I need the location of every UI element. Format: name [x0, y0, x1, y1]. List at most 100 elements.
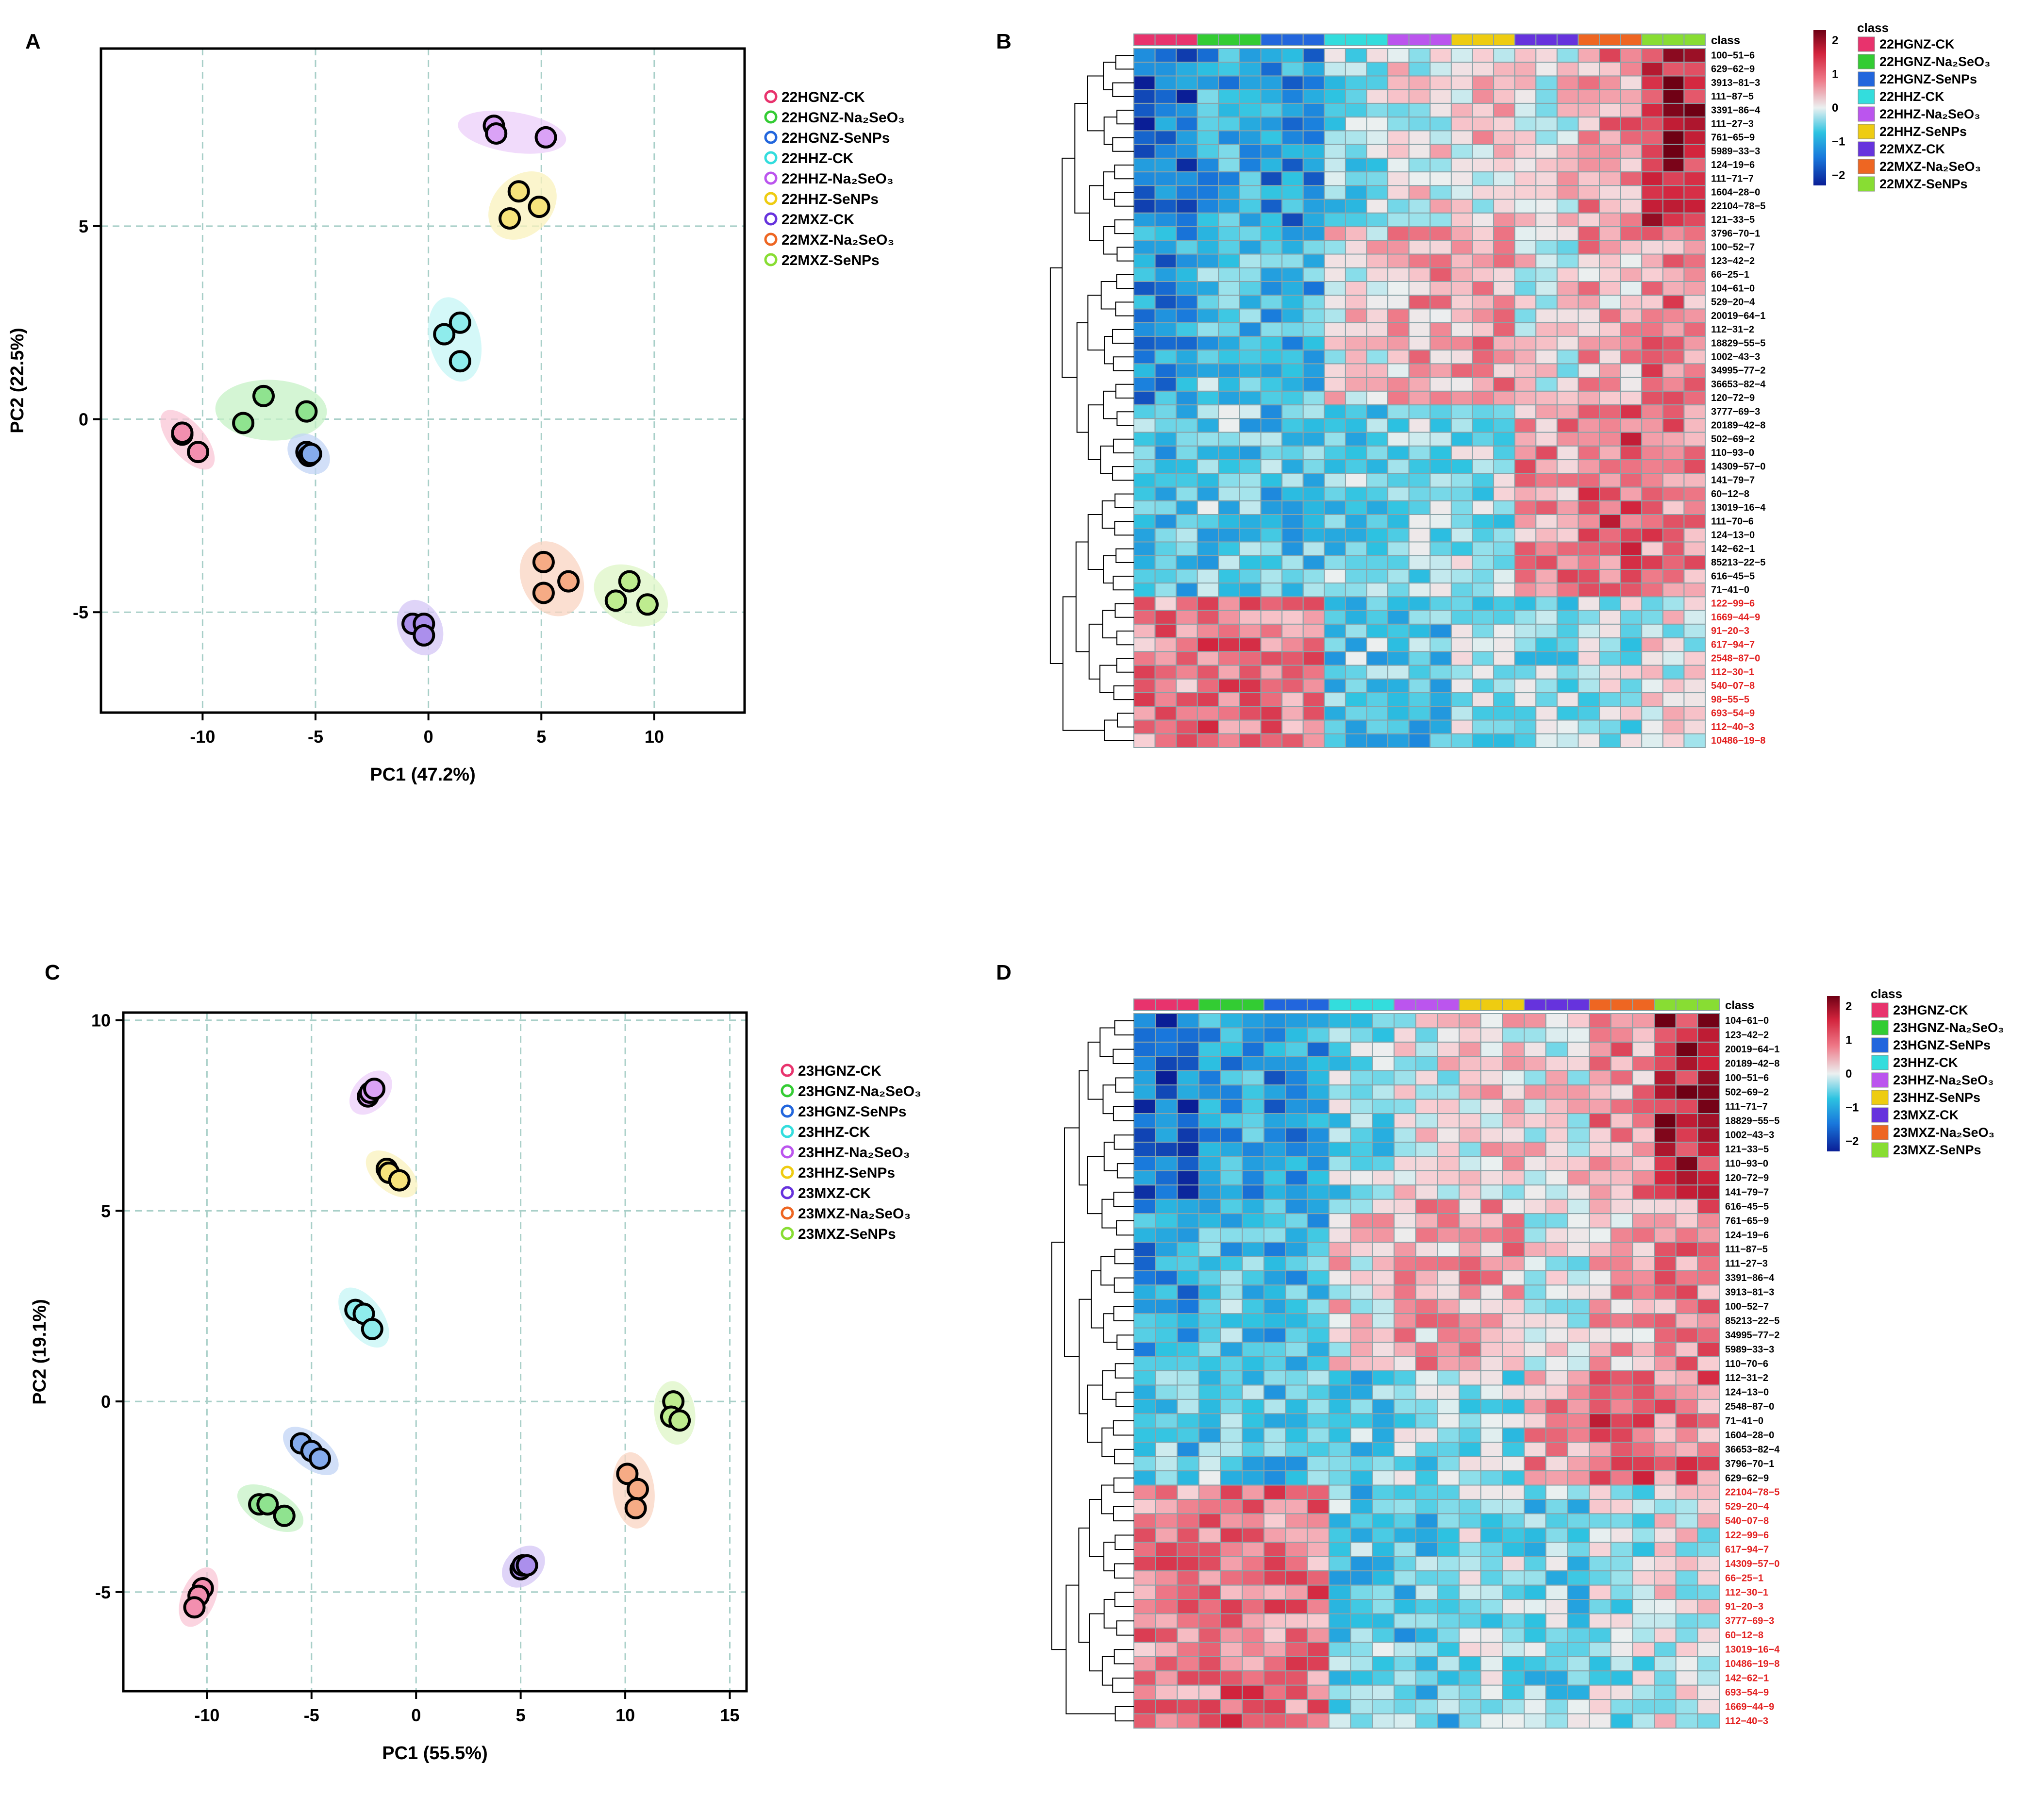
heatmap-cell [1524, 1098, 1546, 1115]
heatmap-cell [1281, 185, 1304, 200]
heatmap-cell [1263, 1213, 1286, 1229]
heatmap-cell [1472, 102, 1495, 118]
dendrogram-branch [1114, 219, 1134, 234]
heatmap-cell [1493, 678, 1515, 694]
heatmap-cell [1133, 1684, 1156, 1700]
heatmap-cell [1480, 1113, 1503, 1129]
heatmap-cell [1329, 1413, 1351, 1429]
heatmap-cell [1662, 240, 1685, 255]
heatmap-cell [1502, 1398, 1525, 1414]
x-axis-label: PC1 (55.5%) [382, 1743, 488, 1764]
heatmap-cell [1345, 500, 1367, 515]
heatmap-cell [1675, 1484, 1698, 1500]
heatmap-cell [1415, 1427, 1438, 1443]
heatmap-cell [1524, 1627, 1546, 1643]
heatmap-cell [1307, 1284, 1329, 1300]
heatmap-cell [1263, 1270, 1286, 1286]
heatmap-cell [1329, 1556, 1351, 1572]
heatmap-cell [1372, 1342, 1395, 1357]
heatmap-cell [1683, 185, 1706, 200]
heatmap-cell [1429, 500, 1452, 515]
row-label: 142−62−1 [1711, 544, 1755, 554]
heatmap-cell [1281, 555, 1304, 570]
heatmap-cell [1632, 1527, 1655, 1543]
y-tick-label: -5 [95, 1582, 111, 1602]
class-annotation-cell [1307, 998, 1329, 1011]
heatmap-cell [1242, 1556, 1264, 1572]
heatmap-cell [1239, 267, 1262, 283]
heatmap-cell [1493, 62, 1515, 77]
heatmap-cell [1459, 1442, 1481, 1457]
heatmap-cell [1239, 253, 1262, 268]
heatmap-cell [1155, 1056, 1178, 1071]
heatmap-cell [1578, 199, 1600, 214]
heatmap-cell [1683, 665, 1706, 680]
heatmap-cell [1133, 1084, 1156, 1100]
class-annotation-cell [1133, 33, 1156, 46]
heatmap-cell [1345, 144, 1367, 159]
heatmap-cell [1675, 1599, 1698, 1614]
x-tick-label: -5 [308, 727, 323, 747]
heatmap-cell [1437, 1713, 1460, 1729]
data-point [668, 1409, 691, 1432]
heatmap-cell [1472, 582, 1495, 598]
heatmap-cell [1632, 1256, 1655, 1271]
heatmap-cell [1429, 62, 1452, 77]
heatmap-cell [1493, 555, 1515, 570]
row-label: 98−55−5 [1711, 694, 1749, 705]
heatmap-cell [1350, 1470, 1373, 1486]
data-point [532, 582, 555, 604]
heatmap-cell [1218, 459, 1240, 474]
heatmap-cell [1372, 1470, 1395, 1486]
heatmap-cell [1242, 1513, 1264, 1529]
heatmap-cell [1196, 349, 1219, 365]
heatmap-cell [1683, 349, 1706, 365]
heatmap-cell [1196, 445, 1219, 461]
class-annotation-cell [1502, 998, 1525, 1011]
heatmap-cell [1610, 1056, 1633, 1071]
heatmap-cell [1307, 1242, 1329, 1257]
heatmap-cell [1387, 240, 1410, 255]
heatmap-cell [1366, 363, 1389, 378]
heatmap-cell [1641, 637, 1663, 652]
heatmap-cell [1260, 733, 1283, 748]
heatmap-cell [1133, 199, 1156, 214]
heatmap-cell [1578, 157, 1600, 173]
heatmap-cell [1196, 281, 1219, 296]
row-label: 10486−19−8 [1725, 1659, 1779, 1669]
heatmap-cell [1133, 1313, 1156, 1329]
heatmap-cell [1176, 267, 1198, 283]
heatmap-cell [1372, 1613, 1395, 1629]
y-tick-label: 0 [101, 1392, 111, 1412]
heatmap-cell [1429, 555, 1452, 570]
heatmap-cell [1662, 623, 1685, 639]
heatmap-cell [1493, 596, 1515, 611]
heatmap-cell [1329, 1056, 1351, 1071]
row-label: 13019−16−4 [1711, 502, 1766, 513]
heatmap-cell [1493, 308, 1515, 323]
heatmap-cell [1324, 226, 1346, 241]
class-annotation-cell [1567, 998, 1590, 1011]
heatmap-cell [1662, 157, 1685, 173]
heatmap-cell [1281, 719, 1304, 734]
heatmap-cell [1345, 404, 1367, 419]
heatmap-cell [1263, 1342, 1286, 1357]
heatmap-cell [1480, 1342, 1503, 1357]
heatmap-cell [1218, 102, 1240, 118]
heatmap-cell [1198, 1713, 1221, 1729]
heatmap-cell [1450, 267, 1473, 283]
heatmap-cell [1567, 1084, 1590, 1100]
heatmap-cell [1196, 199, 1219, 214]
heatmap-cell [1632, 1327, 1655, 1343]
heatmap-cell [1220, 1542, 1243, 1557]
heatmap-cell [1387, 349, 1410, 365]
heatmap-cell [1610, 1184, 1633, 1200]
heatmap-cell [1324, 445, 1346, 461]
row-label: 502−69−2 [1725, 1087, 1769, 1098]
heatmap-cell [1285, 1613, 1308, 1629]
heatmap-cell [1514, 130, 1537, 145]
heatmap-cell [1198, 1670, 1221, 1686]
heatmap-cell [1176, 171, 1198, 186]
heatmap-cell [1196, 555, 1219, 570]
heatmap-cell [1176, 610, 1198, 625]
